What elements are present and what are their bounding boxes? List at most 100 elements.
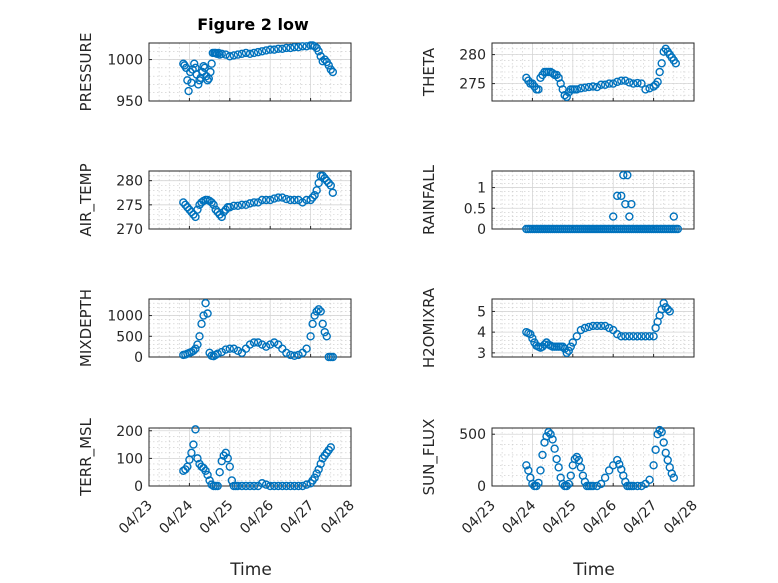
data-point <box>266 340 275 349</box>
data-point <box>221 50 230 59</box>
data-point <box>261 480 271 489</box>
y-tick-label: 100 <box>116 451 143 467</box>
data-point <box>207 59 216 68</box>
data-point <box>290 195 299 205</box>
data-point <box>278 193 287 202</box>
data-point <box>270 194 279 203</box>
axes-border <box>148 42 352 102</box>
data-point <box>588 82 598 91</box>
axes-border <box>491 298 695 358</box>
data-point <box>633 78 642 88</box>
data-point <box>193 205 202 214</box>
data-point <box>667 469 676 478</box>
data-point <box>558 479 567 489</box>
data-point <box>193 340 202 349</box>
data-point <box>199 61 208 71</box>
data-point <box>584 82 594 92</box>
data-point <box>665 307 674 316</box>
data-point <box>191 344 200 353</box>
data-point <box>322 332 331 341</box>
data-point <box>596 479 606 489</box>
data-point <box>576 463 586 472</box>
data-point <box>609 79 618 88</box>
subplot-air_temp: 270 275 280 AIR_TEMP <box>77 163 352 238</box>
data-point <box>637 481 646 491</box>
y-tick-label: 500 <box>116 329 143 345</box>
data-point <box>637 332 646 341</box>
y-tick-label: 1000 <box>107 309 143 325</box>
data-point <box>584 322 594 332</box>
subplot-sun_flux: 0 500 04/23 04/24 04/25 04/26 04/27 04/28 SUN_FL… <box>420 419 701 538</box>
data-point <box>562 348 571 358</box>
data-point <box>270 481 279 491</box>
data-point <box>213 481 222 491</box>
y-axis-label: H2OMIXRA <box>420 287 438 368</box>
data-point <box>534 85 543 94</box>
y-tick-label: 1 <box>477 181 486 197</box>
data-point <box>245 340 255 349</box>
data-point <box>617 191 626 201</box>
data-point <box>213 207 222 217</box>
data-point <box>286 43 295 53</box>
data-point <box>306 332 315 341</box>
data-point <box>191 425 200 434</box>
data-point <box>621 332 630 341</box>
data-point <box>588 481 598 491</box>
data-point <box>200 63 209 73</box>
subplot-terr_msl: 0 100 200 04/23 04/24 04/25 04/26 04/27 04/28 TER… <box>77 417 358 537</box>
data-point <box>282 481 291 491</box>
data-point <box>294 481 303 491</box>
data-point <box>526 330 535 339</box>
data-point <box>568 338 577 347</box>
data-point <box>193 454 202 463</box>
data-point <box>191 212 200 222</box>
data-point <box>225 462 235 471</box>
data-point <box>558 342 567 351</box>
data-point <box>237 49 247 58</box>
data-point <box>633 332 642 341</box>
data-point <box>282 43 291 53</box>
data-point <box>572 332 582 341</box>
y-tick-label: 0 <box>477 479 486 495</box>
data-point <box>312 469 321 478</box>
data-point <box>233 346 243 355</box>
data-point <box>621 76 630 85</box>
data-point <box>613 77 622 87</box>
data-point <box>201 298 210 308</box>
data-point <box>221 448 230 458</box>
data-point <box>225 344 235 353</box>
y-tick-label: 950 <box>116 94 143 110</box>
data-point <box>294 350 303 360</box>
data-point <box>322 176 331 185</box>
data-point <box>249 48 259 58</box>
data-point <box>221 345 230 354</box>
data-point <box>270 45 279 54</box>
data-point <box>613 455 622 465</box>
data-point <box>328 67 338 77</box>
data-point <box>201 466 210 476</box>
data-point <box>564 479 573 489</box>
y-tick-label: 275 <box>459 77 486 93</box>
data-point <box>580 323 590 333</box>
data-point <box>306 195 315 205</box>
data-point <box>187 448 196 458</box>
data-point <box>562 92 571 102</box>
y-tick-label: 4 <box>477 325 486 341</box>
data-point <box>197 319 206 329</box>
data-point <box>326 65 335 74</box>
data-point <box>227 476 237 485</box>
data-point <box>548 68 557 78</box>
subplot-mixdepth: 0 500 1000 MIXDEPTH <box>77 289 352 367</box>
y-tick-label: 3 <box>477 346 486 362</box>
data-point <box>574 455 584 465</box>
data-point <box>249 198 259 207</box>
data-point <box>199 311 208 320</box>
x-axis-label-right: Time <box>572 560 615 580</box>
data-point <box>522 461 531 470</box>
y-axis-label: TERR_MSL <box>77 417 96 496</box>
x-tick-label: 04/26 <box>237 497 277 537</box>
data-point <box>617 76 626 85</box>
data-point <box>266 195 275 205</box>
data-point <box>592 82 602 92</box>
